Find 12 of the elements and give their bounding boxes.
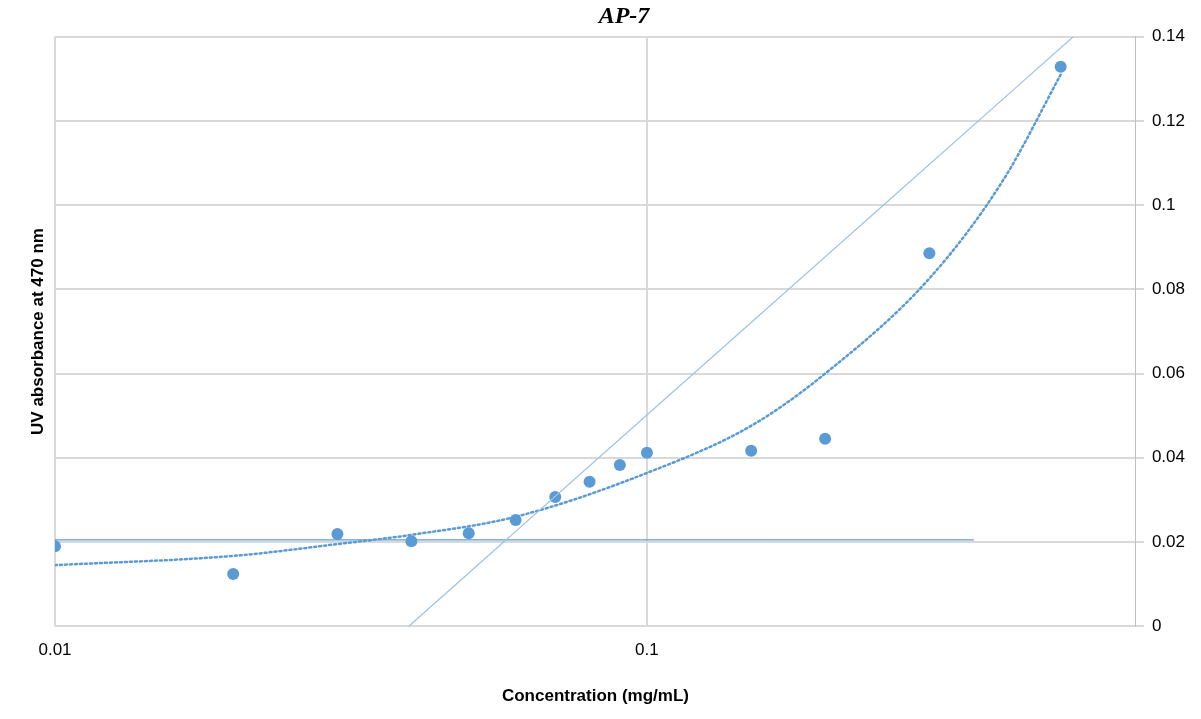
y-tick-label: 0.12 (1151, 110, 1186, 130)
x-tick-label: 0.01 (38, 640, 72, 660)
y-tick-label: 0.04 (1151, 447, 1186, 467)
y-tick-label: 0.06 (1151, 363, 1186, 383)
y-axis-title: UV absorbance at 470 nm (27, 228, 47, 435)
chart-title: AP-7 (596, 1, 651, 28)
y-tick-label: 0 (1151, 615, 1162, 635)
y-tick-label: 0.08 (1151, 279, 1186, 299)
x-axis-title: Concentration (mg/mL) (501, 686, 689, 706)
y-tick-label: 0.14 (1151, 26, 1186, 46)
y-tick-label: 0.1 (1151, 194, 1176, 214)
y-tick-label: 0.02 (1151, 531, 1186, 551)
